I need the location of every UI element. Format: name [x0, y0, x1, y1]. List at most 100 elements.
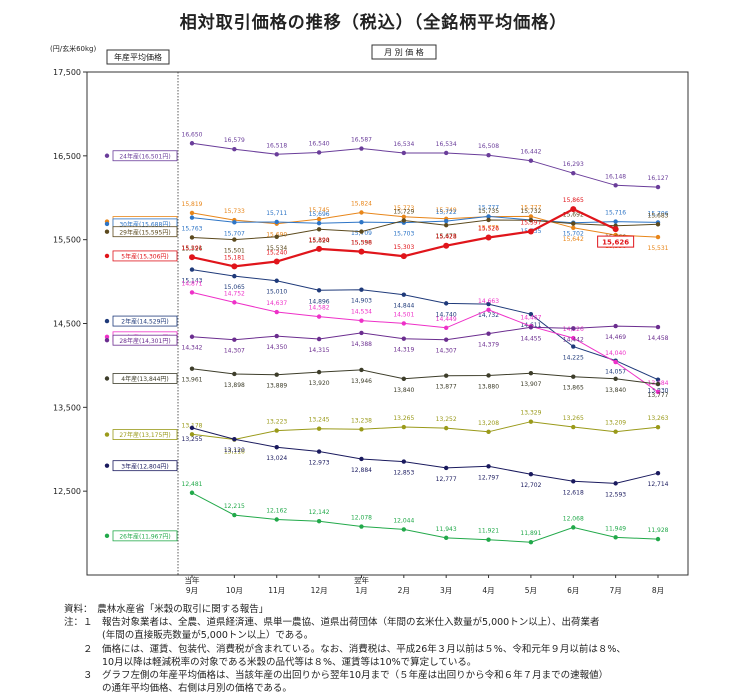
data-point	[232, 220, 237, 225]
data-point	[274, 372, 279, 377]
data-label: 15,181	[224, 254, 245, 261]
data-point	[359, 330, 364, 336]
data-point	[274, 309, 279, 315]
data-point	[316, 245, 323, 252]
data-point	[316, 221, 322, 226]
x-tick-label: 10月	[226, 586, 243, 595]
series-line	[191, 269, 659, 381]
data-point	[613, 359, 618, 365]
data-label: 16,508	[478, 143, 499, 150]
data-label: 14,442	[563, 336, 584, 343]
data-label: 13,238	[351, 417, 372, 424]
data-point	[274, 445, 279, 450]
legend-box	[112, 530, 178, 542]
legend-label: 4年産(13,844円)	[121, 375, 169, 383]
data-label: 15,749	[436, 207, 457, 214]
data-point	[401, 150, 407, 156]
data-label: 15,692	[563, 212, 584, 219]
data-label: 16,127	[648, 175, 669, 182]
data-label: 15,501	[224, 248, 245, 255]
data-point	[486, 429, 491, 435]
data-point	[359, 219, 364, 225]
series-line	[191, 219, 659, 241]
data-point	[316, 150, 322, 155]
data-point	[443, 150, 449, 156]
x-tick-label: 3月	[440, 586, 452, 595]
data-point	[486, 307, 491, 313]
data-point	[274, 333, 279, 339]
data-label: 13,252	[436, 416, 457, 423]
data-point	[443, 325, 449, 330]
x-tick-label: 7月	[609, 586, 621, 595]
data-point	[655, 381, 661, 387]
data-label: 15,819	[182, 201, 203, 208]
data-label: 15,624	[309, 237, 330, 244]
data-point	[443, 425, 449, 431]
legend-box	[112, 250, 178, 262]
data-point	[189, 334, 195, 339]
data-label: 13,898	[224, 382, 245, 389]
data-label: 15,706	[648, 210, 669, 217]
y-tick-label: 15,500	[53, 236, 81, 245]
data-point	[359, 287, 364, 292]
data-point	[486, 331, 491, 336]
data-label: 12,618	[563, 489, 584, 496]
note-line: の通年平均価格、右側は月別の価格である。	[64, 683, 292, 695]
data-label: 16,293	[563, 161, 584, 168]
data-point	[358, 248, 365, 255]
data-point	[232, 337, 237, 342]
data-label: 15,775	[478, 225, 499, 232]
data-point	[528, 158, 534, 163]
data-point	[571, 221, 576, 226]
data-point	[486, 152, 491, 158]
data-label: 12,215	[224, 503, 245, 510]
data-label: 15,732	[520, 208, 541, 215]
data-point	[613, 219, 618, 224]
legend-label: 5年産(15,306円)	[121, 253, 169, 261]
data-label: 13,245	[309, 417, 330, 424]
data-label: 13,865	[563, 385, 584, 392]
data-point	[655, 536, 661, 542]
right-panel-label: 月 別 価 格	[384, 47, 424, 57]
data-label: 15,707	[224, 230, 245, 237]
data-point	[486, 464, 491, 469]
legend-marker	[104, 229, 110, 234]
data-label: 15,735	[478, 208, 499, 215]
data-point	[401, 292, 407, 297]
data-label: 16,579	[224, 137, 245, 144]
data-label: 15,824	[351, 201, 372, 208]
data-point	[443, 465, 449, 471]
data-label: 13,907	[520, 381, 541, 388]
data-label: 12,078	[351, 515, 372, 522]
data-label: 14,040	[605, 350, 626, 357]
data-label: 12,162	[266, 508, 287, 515]
data-point	[359, 318, 364, 323]
x-tick-label: 9月	[186, 586, 198, 595]
data-label: 13,120	[224, 447, 245, 454]
data-label: 14,455	[520, 335, 541, 342]
data-point	[401, 459, 407, 464]
data-point	[189, 366, 195, 371]
data-label: 15,010	[266, 289, 287, 296]
note-line: ３ グラフ左側の年産平均価格は、当該年産の出回りから翌年10月まで（５年産は出回…	[64, 670, 609, 682]
data-label: 14,225	[563, 355, 584, 362]
data-label: 14,350	[266, 344, 287, 351]
data-point	[443, 242, 450, 249]
left-panel-label-box	[106, 49, 170, 65]
legend-label: 24年産(16,501円)	[119, 152, 170, 160]
data-point	[571, 479, 576, 484]
data-point	[613, 183, 618, 188]
data-point	[189, 267, 195, 272]
data-label: 12,714	[648, 481, 669, 488]
data-point	[401, 218, 407, 223]
note-line: 10月以降は軽減税率の対象である米穀の品代等は８%、運賃等は10%で算定している…	[64, 656, 477, 668]
data-point	[316, 336, 322, 342]
data-label: 15,703	[393, 231, 414, 238]
data-point	[486, 301, 491, 307]
data-label: 13,208	[478, 420, 499, 427]
data-label: 15,745	[309, 207, 330, 214]
data-label: 14,903	[351, 298, 372, 305]
data-label: 15,526	[478, 225, 499, 232]
data-point	[401, 376, 407, 382]
highlight-box	[597, 235, 635, 248]
